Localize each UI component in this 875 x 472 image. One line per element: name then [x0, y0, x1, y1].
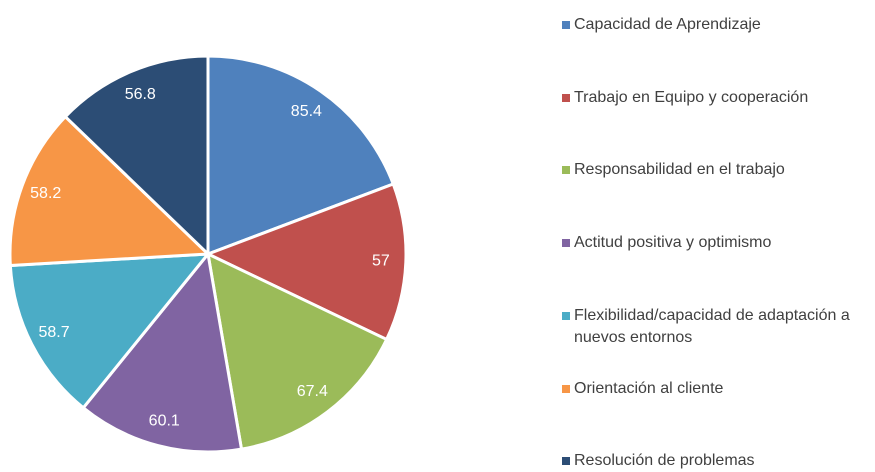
legend-item: Actitud positiva y optimismo [560, 232, 875, 254]
legend-swatch [562, 239, 570, 247]
legend-swatch [562, 166, 570, 174]
legend-label: Actitud positiva y optimismo [574, 234, 772, 251]
pie-slice [8, 252, 212, 410]
data-label: 56.8 [125, 86, 156, 103]
pie-slice [63, 54, 210, 258]
legend-item: Trabajo en Equipo y cooperación [560, 87, 875, 109]
pie-slice [206, 54, 396, 257]
pie-slice [81, 250, 244, 454]
pie-slice [8, 114, 212, 268]
data-label: 58.2 [30, 185, 61, 202]
legend-label: Flexibilidad/capacidad de adaptación a n… [574, 307, 850, 346]
data-label: 60.1 [149, 413, 180, 430]
data-label: 67.4 [297, 383, 328, 400]
legend-item: Flexibilidad/capacidad de adaptación a n… [560, 305, 875, 349]
legend-label: Resolución de problemas [574, 452, 755, 469]
legend-swatch [562, 94, 570, 102]
legend-label: Responsabilidad en el trabajo [574, 161, 785, 178]
pie-slice [204, 182, 408, 342]
legend-item: Resolución de problemas [560, 450, 875, 472]
legend-item: Responsabilidad en el trabajo [560, 159, 875, 181]
legend-swatch [562, 385, 570, 393]
legend-swatch [562, 21, 570, 29]
pie-slice [206, 251, 389, 451]
legend-label: Capacidad de Aprendizaje [574, 16, 761, 33]
data-label: 57 [372, 253, 390, 270]
legend-item: Orientación al cliente [560, 378, 875, 400]
legend-label: Orientación al cliente [574, 380, 724, 397]
data-label: 58.7 [38, 324, 69, 341]
legend-label: Trabajo en Equipo y cooperación [574, 89, 809, 106]
legend-swatch [562, 457, 570, 465]
data-label: 85.4 [291, 103, 322, 120]
legend-swatch [562, 312, 570, 320]
legend-item: Capacidad de Aprendizaje [560, 14, 875, 36]
